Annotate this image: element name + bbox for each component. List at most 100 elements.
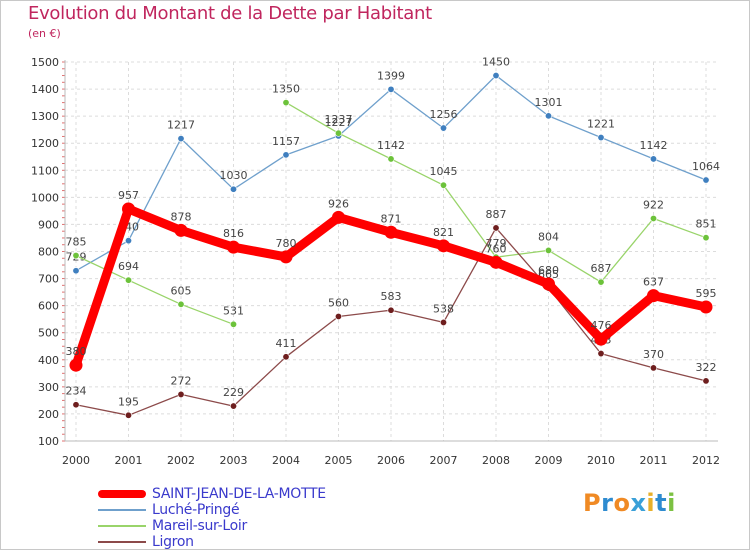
data-label-mareil-sur-loir: 1045 <box>430 165 458 178</box>
data-point-ligron <box>334 312 342 320</box>
data-label-mareil-sur-loir: 804 <box>538 230 559 243</box>
data-label-saint-jean-de-la-motte: 760 <box>486 242 507 255</box>
data-point-saint-jean-de-la-motte <box>594 332 608 346</box>
data-point-saint-jean-de-la-motte <box>227 240 240 254</box>
data-label-mareil-sur-loir: 1237 <box>325 113 353 126</box>
data-point-luche-pringe <box>439 124 447 132</box>
legend-label-saint-jean: SAINT-JEAN-DE-LA-MOTTE <box>152 486 326 502</box>
y-tick-label: 600 <box>38 300 59 313</box>
data-label-ligron: 583 <box>381 290 402 303</box>
data-point-ligron <box>439 318 447 326</box>
data-label-mareil-sur-loir: 1350 <box>272 83 300 96</box>
data-point-ligron <box>492 224 500 232</box>
data-label-luche-pringe: 1157 <box>272 135 300 148</box>
y-tick-label: 700 <box>38 273 59 286</box>
data-point-ligron <box>125 411 133 419</box>
data-label-mareil-sur-loir: 605 <box>171 284 192 297</box>
legend-swatch-ligron <box>98 541 146 543</box>
logo-letter: o <box>613 489 631 517</box>
data-label-luche-pringe: 1256 <box>430 108 458 121</box>
data-label-luche-pringe: 1399 <box>377 69 405 82</box>
data-point-ligron <box>72 401 80 409</box>
x-tick-label: 2006 <box>377 454 405 467</box>
data-point-luche-pringe <box>544 112 552 120</box>
data-point-mareil-sur-loir <box>387 155 395 163</box>
data-point-saint-jean-de-la-motte <box>122 202 135 216</box>
y-tick-label: 200 <box>38 408 59 421</box>
data-point-luche-pringe <box>702 176 710 184</box>
legend-swatch-saint-jean <box>98 490 146 498</box>
data-point-luche-pringe <box>177 135 185 143</box>
data-point-saint-jean-de-la-motte <box>384 225 398 239</box>
data-label-saint-jean-de-la-motte: 878 <box>171 210 192 223</box>
data-point-saint-jean-de-la-motte <box>437 239 450 253</box>
data-point-mareil-sur-loir <box>649 214 657 222</box>
data-label-mareil-sur-loir: 1142 <box>377 139 405 152</box>
data-label-luche-pringe: 1450 <box>482 56 510 69</box>
data-point-mareil-sur-loir <box>72 252 80 260</box>
data-point-luche-pringe <box>649 155 657 163</box>
data-label-ligron: 272 <box>171 374 192 387</box>
data-label-mareil-sur-loir: 922 <box>643 198 664 211</box>
data-label-saint-jean-de-la-motte: 957 <box>118 189 139 202</box>
legend-swatch-luche-pringe <box>98 509 146 511</box>
data-label-ligron: 234 <box>66 385 87 398</box>
data-point-ligron <box>702 377 710 385</box>
data-point-saint-jean-de-la-motte <box>69 358 83 372</box>
data-label-ligron: 195 <box>118 395 139 408</box>
data-label-luche-pringe: 1301 <box>535 96 563 109</box>
data-point-mareil-sur-loir <box>597 278 605 286</box>
data-label-ligron: 370 <box>643 348 664 361</box>
chart-title: Evolution du Montant de la Dette par Hab… <box>28 3 432 24</box>
data-point-mareil-sur-loir <box>230 320 238 328</box>
data-label-luche-pringe: 1142 <box>640 139 668 152</box>
data-label-ligron: 322 <box>696 361 717 374</box>
data-point-ligron <box>649 364 657 372</box>
data-label-saint-jean-de-la-motte: 926 <box>328 197 349 210</box>
chart-subtitle: (en €) <box>28 27 61 40</box>
legend-label-mareil-sur-loir: Mareil-sur-Loir <box>152 518 247 534</box>
y-tick-label: 500 <box>38 327 59 340</box>
data-point-mareil-sur-loir <box>334 129 342 137</box>
data-label-ligron: 411 <box>276 337 297 350</box>
legend-item-luche-pringe: Luché-Pringé <box>98 502 326 518</box>
data-label-saint-jean-de-la-motte: 476 <box>591 319 612 332</box>
data-label-saint-jean-de-la-motte: 637 <box>643 276 664 289</box>
logo-letter: x <box>630 489 647 517</box>
data-point-luche-pringe <box>230 185 238 193</box>
data-point-saint-jean-de-la-motte <box>332 210 345 224</box>
data-label-ligron: 538 <box>433 302 454 315</box>
data-label-mareil-sur-loir: 694 <box>118 260 139 273</box>
x-tick-label: 2002 <box>167 454 195 467</box>
data-point-saint-jean-de-la-motte <box>647 289 660 303</box>
legend-item-mareil-sur-loir: Mareil-sur-Loir <box>98 518 326 534</box>
data-label-mareil-sur-loir: 531 <box>223 304 244 317</box>
data-label-ligron: 229 <box>223 386 244 399</box>
legend-item-saint-jean: SAINT-JEAN-DE-LA-MOTTE <box>98 486 326 502</box>
data-label-ligron: 560 <box>328 296 349 309</box>
data-point-mareil-sur-loir <box>439 181 447 189</box>
data-label-luche-pringe: 1030 <box>220 169 248 182</box>
data-point-saint-jean-de-la-motte <box>542 277 555 291</box>
data-label-mareil-sur-loir: 785 <box>66 236 87 249</box>
data-point-saint-jean-de-la-motte <box>174 223 188 237</box>
x-tick-label: 2007 <box>430 454 458 467</box>
y-tick-label: 1200 <box>31 137 59 150</box>
chart-legend: SAINT-JEAN-DE-LA-MOTTE Luché-Pringé Mare… <box>98 486 326 550</box>
x-tick-label: 2003 <box>220 454 248 467</box>
data-point-ligron <box>387 306 395 314</box>
data-label-saint-jean-de-la-motte: 821 <box>433 226 454 239</box>
data-label-luche-pringe: 1221 <box>587 118 615 131</box>
x-tick-label: 2011 <box>640 454 668 467</box>
x-tick-label: 2009 <box>535 454 563 467</box>
y-tick-label: 900 <box>38 218 59 231</box>
logo-letter: P <box>583 489 602 517</box>
data-label-saint-jean-de-la-motte: 816 <box>223 227 244 240</box>
x-tick-label: 2010 <box>587 454 615 467</box>
data-label-luche-pringe: 1064 <box>692 160 720 173</box>
data-label-saint-jean-de-la-motte: 680 <box>538 264 559 277</box>
y-tick-label: 800 <box>38 246 59 259</box>
data-label-saint-jean-de-la-motte: 780 <box>276 237 297 250</box>
data-label-ligron: 887 <box>486 208 507 221</box>
